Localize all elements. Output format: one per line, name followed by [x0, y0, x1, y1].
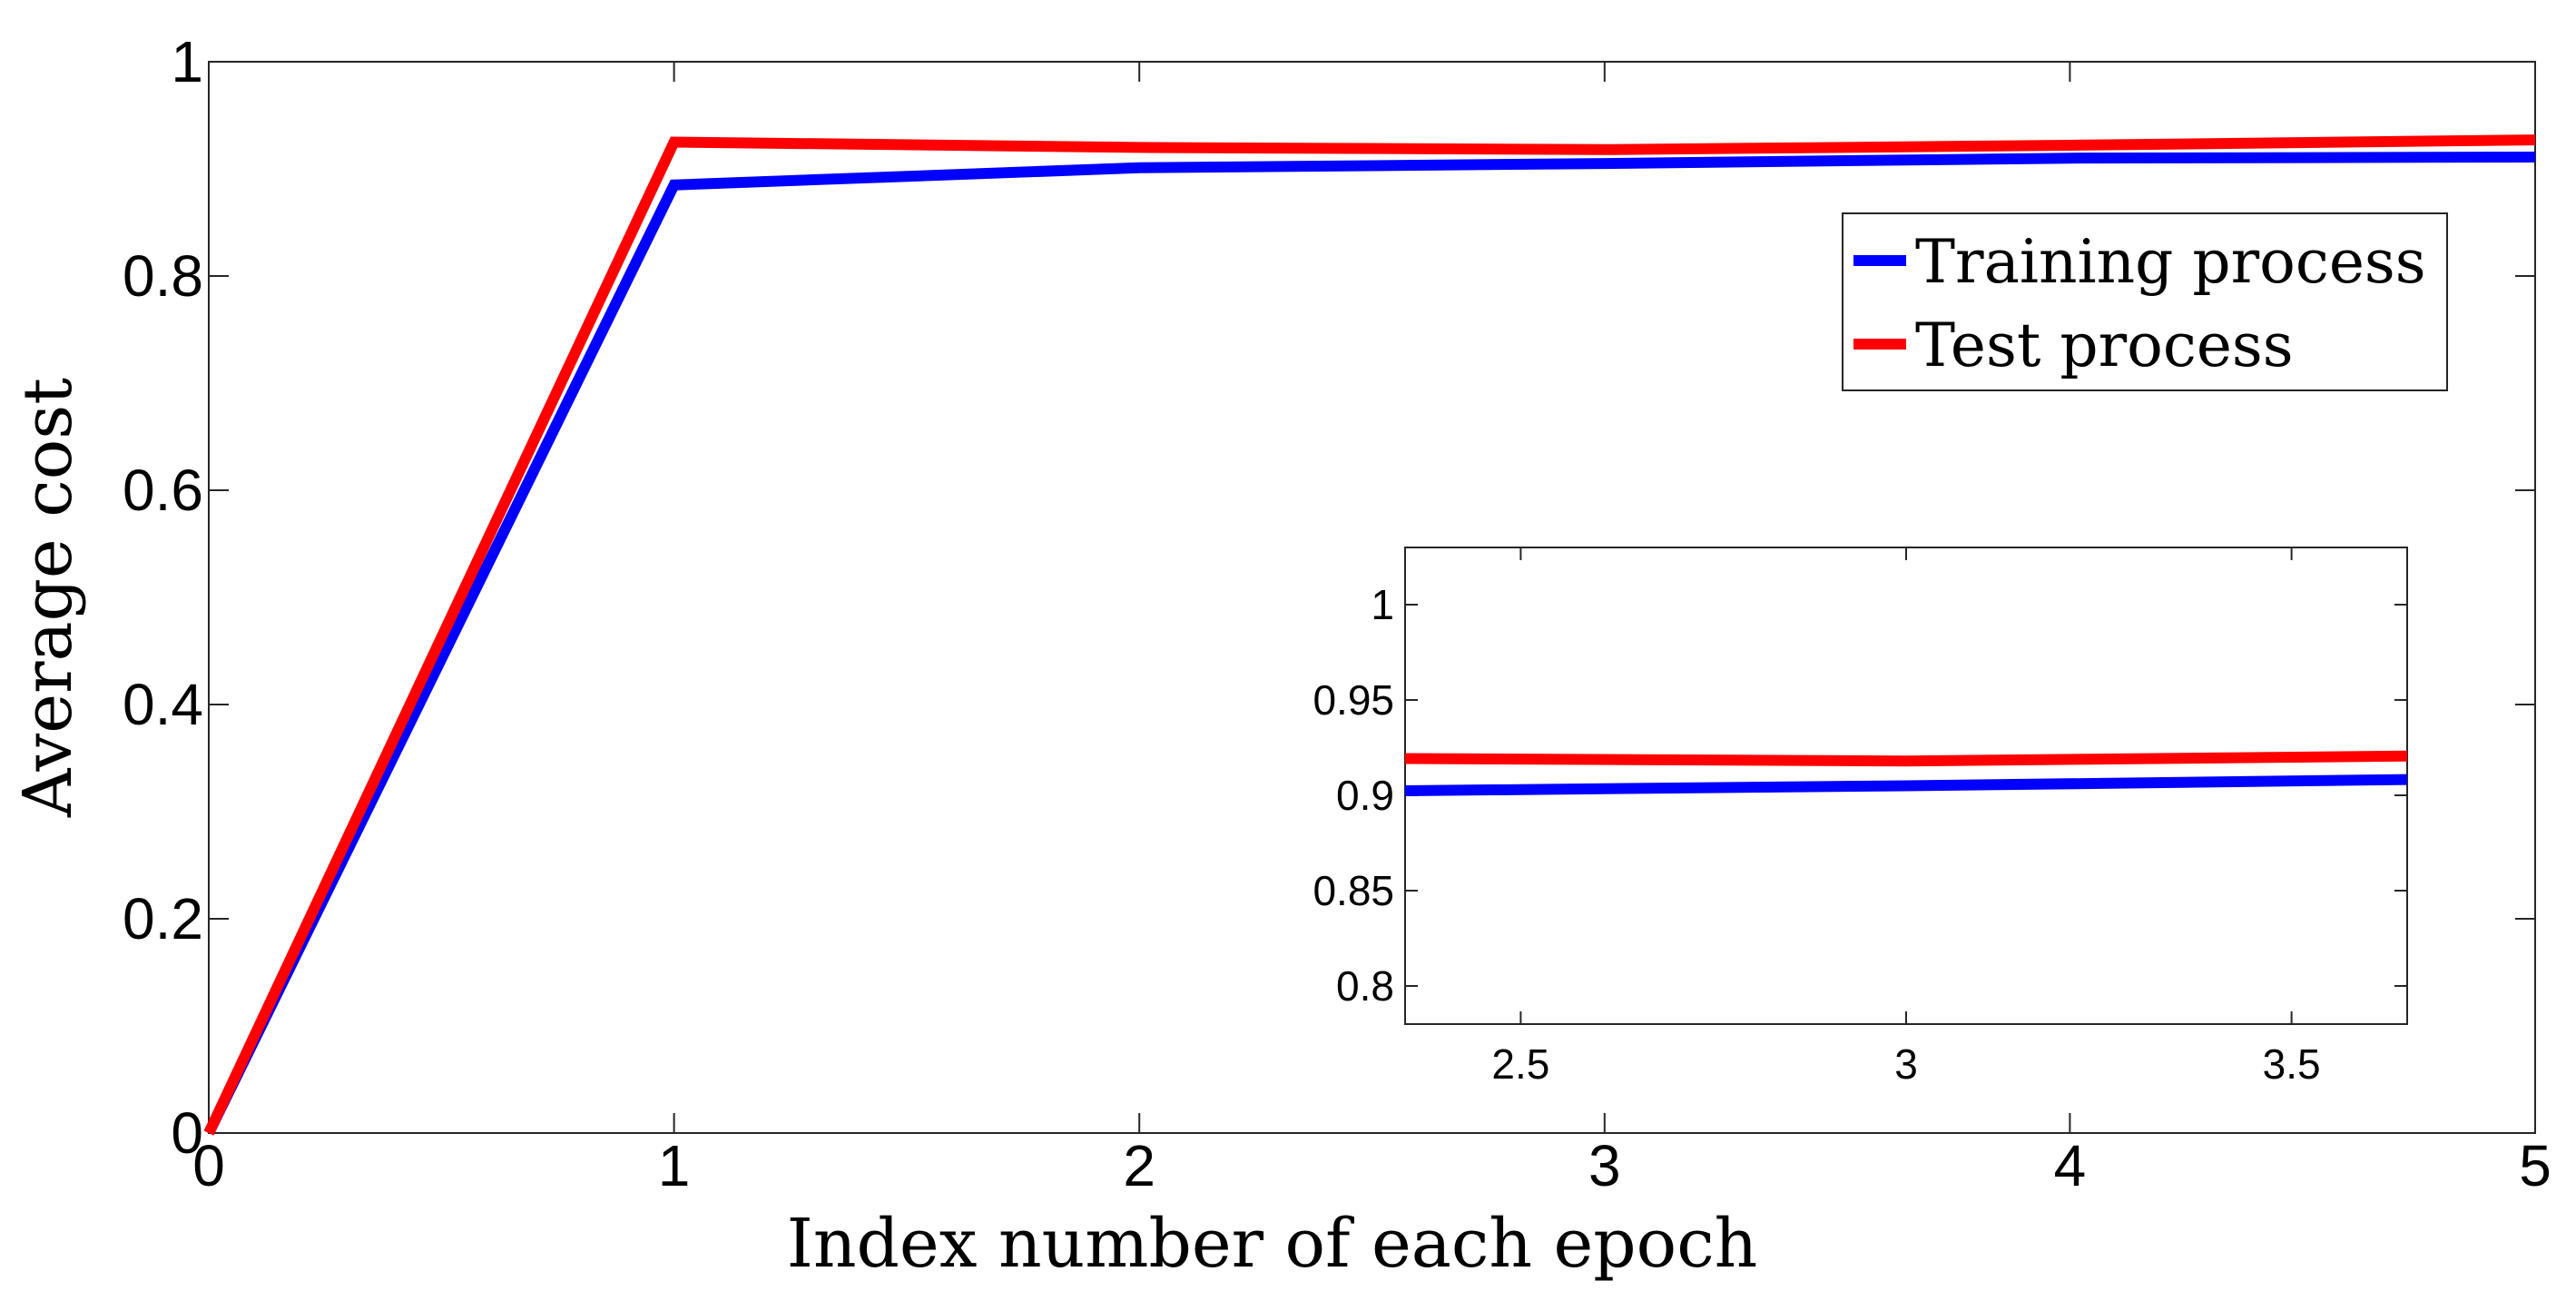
inset-x-tick-label: 2.5 — [1491, 1040, 1549, 1088]
x-tick-label: 2 — [1123, 1133, 1155, 1198]
x-tick-label: 3 — [1588, 1133, 1621, 1198]
legend-entry: Test process — [1915, 310, 2294, 380]
y-tick-label: 0.2 — [123, 886, 203, 951]
y-tick-label: 0.6 — [123, 458, 203, 523]
y-axis-label: Average cost — [9, 378, 87, 818]
x-axis-label: Index number of each epoch — [787, 1205, 1758, 1283]
y-tick-label: 0.4 — [123, 672, 203, 737]
inset-y-tick-label: 0.8 — [1336, 962, 1394, 1010]
inset-y-tick-label: 1 — [1371, 581, 1394, 628]
legend-box — [1842, 212, 2448, 391]
inset-y-tick-label: 0.85 — [1313, 867, 1394, 914]
legend-entry: Training process — [1915, 227, 2426, 297]
inset-series-line — [1405, 750, 2407, 767]
inset-x-tick-label: 3 — [1894, 1040, 1918, 1088]
x-tick-label: 5 — [2519, 1133, 2551, 1198]
inset-y-tick-label: 0.9 — [1336, 772, 1394, 819]
y-tick-label: 0.8 — [123, 243, 203, 309]
inset-y-tick-label: 0.95 — [1313, 676, 1394, 724]
series-line — [203, 152, 2536, 1136]
inset-series-group — [1405, 750, 2407, 796]
inset-series-line — [1405, 774, 2407, 796]
x-tick-label: 4 — [2054, 1133, 2087, 1198]
series-line — [203, 134, 2536, 1136]
y-tick-label: 1 — [171, 29, 203, 94]
legend: Training process Test process — [1842, 212, 2448, 391]
x-tick-label: 1 — [658, 1133, 691, 1198]
x-tick-label: 0 — [192, 1133, 225, 1198]
y-tick-label: 0 — [171, 1100, 203, 1166]
inset-x-tick-label: 3.5 — [2263, 1040, 2321, 1088]
